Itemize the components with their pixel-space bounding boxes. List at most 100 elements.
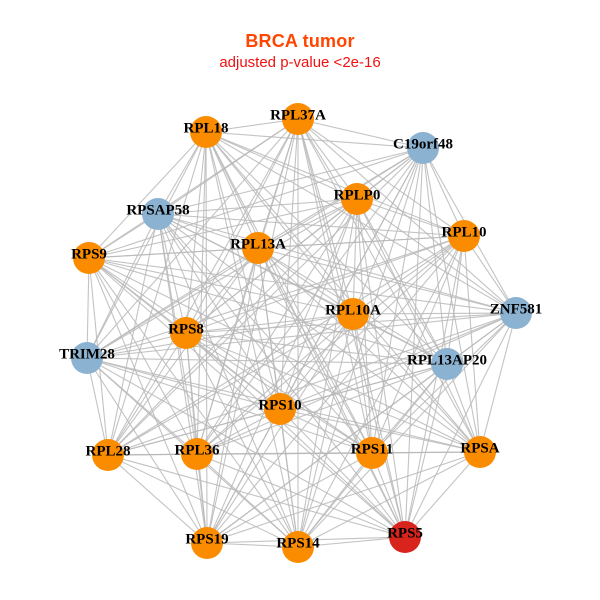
edge-RPL13AP20-RPS5 [404,363,448,538]
node-TRIM28 [71,342,103,374]
edge-RPL10-RPL28 [107,235,465,456]
edge-RPL10A-RPS8 [185,313,354,334]
edge-RPL13A-RPL36 [196,247,259,455]
edge-RPLP0-RPL10 [356,198,465,237]
edge-RPL18-RPL13A [205,131,259,249]
edge-RPS9-RPS5 [88,257,406,538]
edge-RPS8-RPS10 [185,332,281,410]
node-RPS9 [73,242,105,274]
edge-RPL37A-RPL28 [107,118,299,456]
edge-RPS8-RPS5 [185,332,406,538]
edge-RPL37A-RPS8 [185,118,299,334]
edge-RPSA-RPS19 [206,451,481,544]
edge-RPS8-RPS14 [185,332,299,548]
edge-RPS11-RPS19 [206,452,373,544]
edge-RPL13A-RPS8 [185,247,259,334]
node-label-RPSAP58: RPSAP58 [126,202,189,218]
labels-layer: RPL18 RPL37A C19orf48 RPSAP58 RPLP0 RPL13A RPL… [59,107,542,551]
node-label-RPL10A: RPL10A [325,302,381,318]
node-label-RPS19: RPS19 [185,531,228,547]
edge-RPL13A-RPL10A [257,247,354,315]
node-label-ZNF581: ZNF581 [490,301,543,317]
edge-RPL18-RPS19 [205,131,208,544]
edge-RPL18-RPL28 [107,131,207,456]
edge-RPS9-RPS19 [88,257,208,544]
edge-RPL18-RPLP0 [205,131,358,200]
edge-RPL37A-RPS9 [88,118,299,259]
edge-RPSAP58-RPS11 [157,213,373,454]
node-RPS11 [356,437,388,469]
node-label-RPS9: RPS9 [71,246,107,262]
edge-RPS9-RPS11 [88,257,373,454]
edge-RPS10-RPS19 [206,408,281,544]
edge-RPL13A-ZNF581 [257,247,517,314]
node-C19orf48 [407,132,439,164]
edge-RPL10A-RPL36 [196,313,354,455]
node-label-C19orf48: C19orf48 [393,136,453,152]
node-RPL18 [190,116,222,148]
edge-RPLP0-RPS8 [185,198,358,334]
edge-RPL13A-RPS5 [257,247,406,538]
edge-RPS10-RPS5 [279,408,406,538]
edge-RPL36-RPS14 [196,453,299,548]
edge-RPL13A-RPS19 [206,247,259,544]
edge-RPS10-RPSA [279,408,481,453]
edge-RPLP0-RPL10A [352,198,358,315]
node-RPS19 [191,527,223,559]
edge-RPSA-RPS5 [404,451,481,538]
edge-RPL10A-TRIM28 [86,313,354,359]
edge-RPS9-RPL13AP20 [88,257,448,365]
edge-RPL37A-RPSA [297,118,481,453]
edge-RPSAP58-RPL10 [157,213,465,237]
edge-RPS10-RPS14 [279,408,299,548]
edge-RPSAP58-RPL13A [157,213,259,249]
edge-RPL10A-RPS19 [206,313,354,544]
edge-RPSAP58-RPL28 [107,213,159,456]
node-RPLP0 [341,183,373,215]
node-label-RPS8: RPS8 [168,321,204,337]
node-RPL28 [92,439,124,471]
edge-RPS9-RPSA [88,257,481,453]
edge-RPS8-TRIM28 [86,332,187,359]
edge-TRIM28-RPL28 [86,357,109,456]
node-RPS14 [282,531,314,563]
node-RPL37A [282,103,314,135]
edge-RPL28-RPS14 [107,454,299,548]
edge-RPL10-RPS5 [404,235,465,538]
edge-RPLP0-RPL13A [257,198,358,249]
edge-RPL18-RPL10 [205,131,465,237]
edge-C19orf48-RPS5 [404,147,424,538]
node-label-RPS11: RPS11 [351,441,394,457]
edge-ZNF581-RPL36 [196,312,517,455]
node-label-RPSA: RPSA [460,440,499,456]
edge-RPLP0-RPS9 [88,198,358,259]
edge-RPL10-RPS11 [371,235,465,454]
node-label-TRIM28: TRIM28 [59,346,115,362]
edge-RPL10A-ZNF581 [352,312,517,315]
node-ZNF581 [500,297,532,329]
edge-ZNF581-TRIM28 [86,312,517,359]
edge-RPS10-RPS11 [279,408,373,454]
edge-RPL28-RPS5 [107,454,406,538]
edge-TRIM28-RPS19 [86,357,208,544]
edge-RPL37A-RPS11 [297,118,373,454]
node-RPS5 [389,521,421,553]
edge-C19orf48-RPL10 [422,147,465,237]
edge-RPL37A-RPL10A [297,118,354,315]
edge-RPL10A-RPL28 [107,313,354,456]
edge-RPL10-RPL36 [196,235,465,455]
edge-ZNF581-RPS10 [279,312,517,410]
edge-RPS14-RPS5 [297,536,406,548]
edge-RPS9-RPL36 [88,257,198,455]
edge-RPL37A-RPS10 [279,118,299,410]
edge-RPL13AP20-RPL36 [196,363,448,455]
edge-C19orf48-RPL36 [196,147,424,455]
node-label-RPL13AP20: RPL13AP20 [407,352,487,368]
edge-RPS8-RPS11 [185,332,373,454]
edge-RPL37A-C19orf48 [297,118,424,149]
edge-RPL36-RPS5 [196,453,406,538]
edge-TRIM28-RPL13AP20 [86,357,448,365]
edge-RPL18-C19orf48 [205,131,424,149]
